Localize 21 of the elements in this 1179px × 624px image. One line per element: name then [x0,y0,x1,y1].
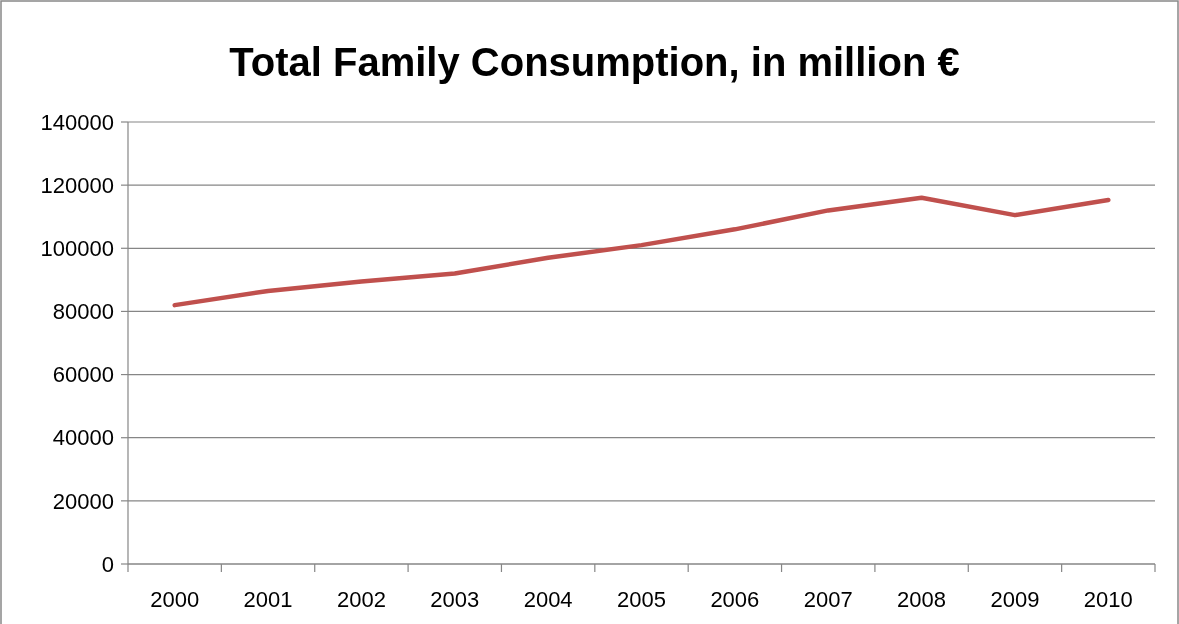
x-tick-label: 2003 [430,587,480,612]
y-tick-label: 40000 [52,425,114,451]
x-tick-label: 2007 [803,587,853,612]
x-tick-label: 2000 [150,587,200,612]
line-series [172,195,1111,308]
chart-title: Total Family Consumption, in million € [229,40,960,84]
y-tick-label: 80000 [52,299,114,325]
y-tick-label: 120000 [40,172,114,198]
y-tick-label: 60000 [52,362,114,388]
x-tick-label: 2002 [336,587,386,612]
x-tick-label: 2006 [710,587,760,612]
x-tick-label: 2004 [523,587,573,612]
x-tick-label: 2001 [243,587,293,612]
x-tick-label: 2009 [990,587,1040,612]
y-tick-label: 20000 [52,488,114,514]
y-tick-label: 100000 [40,235,114,261]
x-tick-label: 2010 [1083,587,1133,612]
x-tick-label: 2008 [897,587,947,612]
x-tick-label: 2005 [617,587,666,612]
y-tick-label: 0 [101,551,114,577]
y-tick-label: 140000 [40,109,114,135]
